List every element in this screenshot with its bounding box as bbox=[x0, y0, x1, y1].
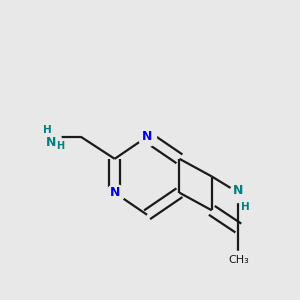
Text: H: H bbox=[241, 202, 250, 212]
Text: N: N bbox=[46, 136, 56, 148]
Text: CH₃: CH₃ bbox=[228, 255, 249, 266]
Text: H: H bbox=[43, 125, 51, 135]
Text: N: N bbox=[233, 184, 244, 197]
Text: N: N bbox=[110, 186, 120, 199]
Text: H: H bbox=[56, 141, 64, 151]
Text: N: N bbox=[142, 130, 152, 143]
